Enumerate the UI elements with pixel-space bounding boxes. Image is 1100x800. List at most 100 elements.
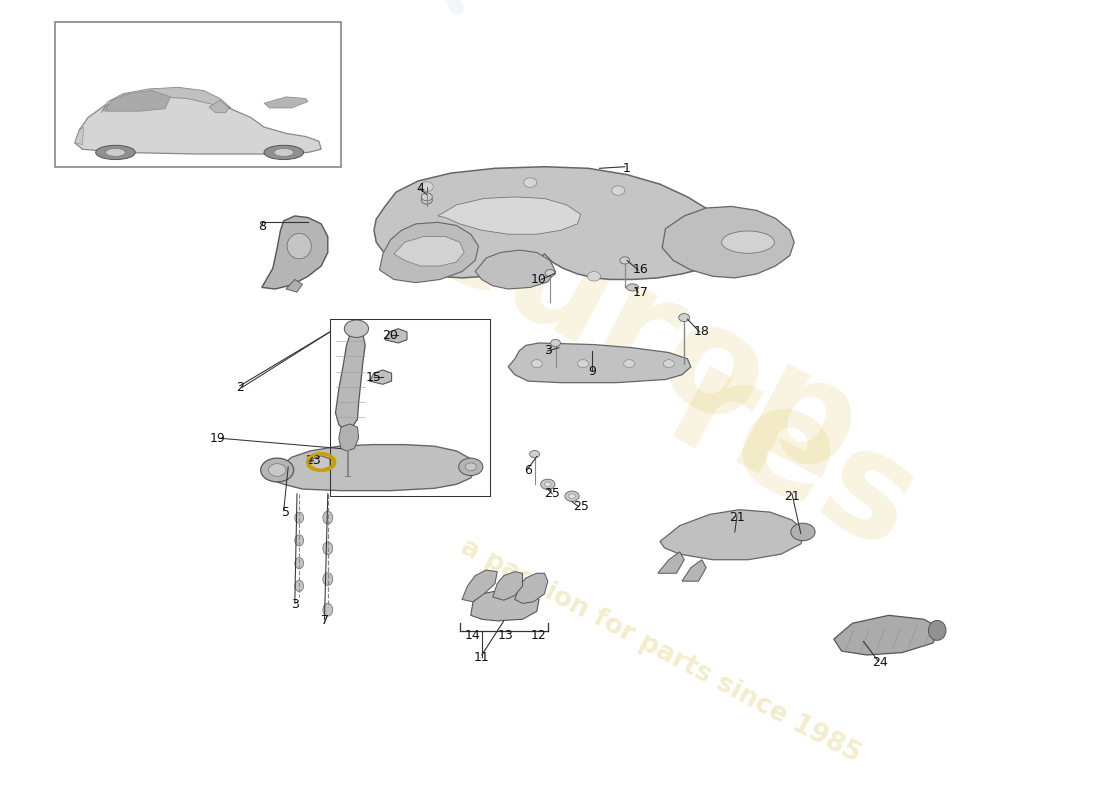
Text: 25: 25 — [573, 500, 588, 513]
Polygon shape — [379, 222, 478, 282]
Text: 24: 24 — [872, 657, 888, 670]
Polygon shape — [682, 560, 706, 581]
Text: 10: 10 — [531, 273, 547, 286]
Ellipse shape — [722, 231, 774, 254]
Ellipse shape — [530, 450, 540, 458]
Ellipse shape — [569, 494, 575, 498]
Text: 7: 7 — [320, 614, 329, 627]
Ellipse shape — [544, 482, 551, 486]
Polygon shape — [264, 97, 308, 108]
Ellipse shape — [465, 463, 476, 471]
Text: 14: 14 — [465, 629, 481, 642]
Ellipse shape — [264, 146, 304, 159]
Text: 8: 8 — [257, 220, 266, 233]
Text: 25: 25 — [544, 487, 560, 500]
Ellipse shape — [544, 270, 556, 277]
Text: 21: 21 — [784, 490, 800, 502]
Ellipse shape — [420, 182, 433, 191]
Bar — [55, 22, 341, 166]
Ellipse shape — [295, 580, 304, 591]
Text: 15: 15 — [366, 370, 382, 384]
Ellipse shape — [531, 360, 542, 367]
Ellipse shape — [550, 339, 561, 346]
Polygon shape — [370, 370, 392, 384]
Text: 20: 20 — [383, 329, 398, 342]
Ellipse shape — [663, 360, 674, 367]
Polygon shape — [394, 237, 464, 266]
Polygon shape — [515, 574, 548, 603]
Ellipse shape — [295, 558, 304, 569]
Polygon shape — [273, 445, 475, 490]
Text: res: res — [646, 338, 938, 583]
Text: 12: 12 — [531, 629, 547, 642]
Polygon shape — [493, 572, 522, 600]
Text: 11: 11 — [474, 651, 490, 664]
Ellipse shape — [624, 360, 635, 367]
Ellipse shape — [268, 464, 286, 476]
Text: 21: 21 — [729, 511, 745, 524]
Ellipse shape — [612, 186, 625, 195]
Ellipse shape — [565, 491, 579, 502]
Ellipse shape — [323, 542, 332, 554]
Polygon shape — [286, 279, 302, 292]
Text: 18: 18 — [694, 326, 710, 338]
Polygon shape — [508, 343, 691, 382]
Text: 9: 9 — [587, 365, 596, 378]
Polygon shape — [75, 94, 321, 154]
Ellipse shape — [587, 271, 601, 281]
Ellipse shape — [96, 146, 135, 159]
Ellipse shape — [421, 193, 432, 201]
Text: 23: 23 — [306, 454, 321, 467]
Polygon shape — [339, 424, 359, 451]
Text: europ: europ — [394, 158, 882, 508]
Polygon shape — [308, 456, 330, 470]
Polygon shape — [209, 100, 229, 113]
Polygon shape — [438, 197, 581, 234]
Polygon shape — [660, 510, 805, 560]
Polygon shape — [834, 615, 940, 655]
Ellipse shape — [323, 603, 332, 616]
Polygon shape — [101, 87, 231, 113]
Polygon shape — [475, 250, 556, 289]
Polygon shape — [374, 166, 735, 279]
Text: 5: 5 — [282, 506, 290, 518]
Text: 19: 19 — [210, 432, 225, 445]
Ellipse shape — [421, 196, 432, 204]
Ellipse shape — [459, 458, 483, 475]
Text: 6: 6 — [524, 463, 532, 477]
Polygon shape — [75, 127, 84, 145]
Ellipse shape — [627, 284, 638, 291]
Polygon shape — [471, 589, 539, 621]
Ellipse shape — [791, 523, 815, 541]
Ellipse shape — [524, 178, 537, 187]
Ellipse shape — [679, 314, 690, 322]
Polygon shape — [104, 90, 170, 111]
Ellipse shape — [344, 320, 369, 338]
Ellipse shape — [323, 511, 332, 524]
Polygon shape — [385, 329, 407, 343]
Text: 16: 16 — [632, 263, 648, 277]
Polygon shape — [262, 216, 328, 289]
Ellipse shape — [287, 234, 311, 259]
Ellipse shape — [323, 573, 332, 586]
Text: a passion for parts since 1985: a passion for parts since 1985 — [455, 534, 865, 768]
Text: 1: 1 — [623, 162, 631, 175]
Text: 3: 3 — [290, 598, 299, 611]
Text: 2: 2 — [235, 381, 244, 394]
Polygon shape — [462, 570, 497, 602]
Polygon shape — [336, 332, 365, 429]
Text: 17: 17 — [632, 286, 648, 298]
Text: 13: 13 — [498, 629, 514, 642]
Ellipse shape — [619, 257, 629, 264]
Ellipse shape — [541, 479, 554, 490]
Ellipse shape — [578, 360, 588, 367]
Text: 3: 3 — [543, 345, 552, 358]
Ellipse shape — [295, 512, 304, 523]
Polygon shape — [658, 552, 684, 574]
Ellipse shape — [106, 149, 125, 157]
Text: 4: 4 — [416, 182, 425, 195]
Ellipse shape — [928, 621, 946, 640]
Ellipse shape — [295, 535, 304, 546]
Polygon shape — [662, 206, 794, 278]
Ellipse shape — [261, 458, 294, 482]
